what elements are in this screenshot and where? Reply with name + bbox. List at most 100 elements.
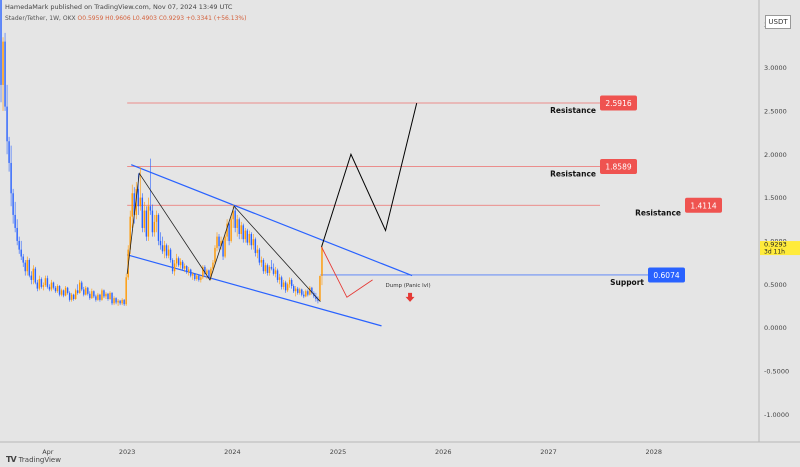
candle-body [38, 279, 41, 289]
candle-body [6, 106, 8, 142]
candle-body [48, 286, 51, 290]
symbol-name: Stader/Tether, 1W, OKX [5, 15, 76, 22]
zigzag-path [126, 172, 321, 302]
candle-body [295, 288, 297, 292]
candle-body [293, 286, 295, 292]
candle-body [165, 245, 168, 256]
candle-body [133, 193, 135, 215]
candle-body [20, 249, 22, 257]
levels-layer [127, 102, 650, 276]
candle-body [34, 268, 37, 283]
candle-body [129, 216, 131, 250]
candle-body [282, 282, 285, 287]
tradingview-brand[interactable]: TV TradingView [6, 455, 61, 464]
candle-body [46, 278, 49, 287]
candle-body [28, 260, 30, 276]
time-axis[interactable]: Apr 2023 2024 2025 2026 2027 2028 [42, 448, 662, 456]
candle-body [58, 286, 61, 295]
y-tick-label: -1.0000 [764, 411, 789, 419]
candle-body [12, 193, 14, 215]
candle-body [175, 258, 178, 264]
candle-body [83, 289, 85, 295]
resistance-price-label: 1.8589 [605, 162, 631, 171]
candle-body [167, 249, 170, 256]
y-tick-label: 0.0000 [764, 324, 787, 332]
candle-body [77, 290, 79, 293]
candles-layer [0, 0, 323, 306]
candle-body [68, 292, 71, 300]
candle-body [64, 287, 67, 296]
publication-header: HamedaMark published on TradingView.com,… [5, 3, 233, 11]
candle-body [103, 290, 105, 297]
candle-body [297, 288, 299, 293]
candle-body [50, 282, 53, 290]
candle-body [303, 294, 305, 297]
candle-body [81, 282, 83, 290]
candle-body [155, 214, 158, 222]
drawings-layer: Dump (Panic lvl) [126, 103, 431, 302]
candle-body [173, 263, 176, 272]
candle-body [125, 277, 127, 305]
candle-body [143, 210, 146, 228]
candle-body [117, 300, 119, 303]
candle-body [212, 262, 214, 269]
candle-body [109, 292, 111, 299]
candle-body [311, 287, 313, 293]
candle-body [107, 293, 109, 299]
resistance-name-label: Resistance [635, 208, 681, 217]
x-tick-label: 2026 [435, 448, 452, 456]
candle-body [216, 236, 218, 248]
candle-body [30, 275, 32, 280]
candle-body [157, 214, 160, 241]
candle-body [226, 223, 228, 237]
channel-lower-line [127, 254, 382, 327]
candle-body [301, 289, 303, 295]
candle-body [74, 290, 77, 299]
candle-body [40, 279, 43, 287]
candle-body [270, 266, 273, 269]
candle-body [224, 236, 226, 257]
candle-body [218, 236, 220, 247]
x-tick-label: Apr [42, 448, 54, 456]
y-tick-label: 3.0000 [764, 64, 787, 72]
resistance-price-label: 1.4114 [690, 201, 716, 210]
candle-body [236, 219, 238, 228]
candle-body [290, 279, 293, 286]
candle-body [248, 234, 251, 243]
symbol-legend: Stader/Tether, 1W, OKX O0.5959 H0.9606 L… [5, 15, 246, 22]
support-name-label: Support [610, 278, 644, 287]
candle-body [258, 249, 261, 263]
bullish-projection-path [321, 103, 418, 248]
candle-body [72, 294, 75, 299]
candle-body [85, 287, 87, 295]
resistance-price-badge [600, 158, 637, 174]
support-price-label: 0.6074 [653, 271, 679, 280]
candle-body [315, 296, 317, 299]
candle-body [147, 206, 150, 237]
candle-body [159, 240, 162, 246]
candle-body [230, 219, 232, 241]
candle-body [252, 239, 255, 246]
candle-body [244, 230, 246, 240]
candle-body [115, 298, 117, 303]
candle-body [206, 270, 208, 274]
candle-body [240, 225, 242, 234]
channel-layer [127, 164, 413, 327]
candle-body [179, 261, 182, 266]
candle-body [123, 299, 125, 305]
candle-body [234, 210, 236, 228]
candle-body [111, 292, 113, 304]
candle-body [91, 291, 93, 299]
candle-body [151, 210, 154, 233]
candle-body [121, 299, 123, 304]
candle-body [26, 260, 28, 272]
candle-body [266, 265, 269, 273]
currency-label[interactable]: USDT [765, 15, 791, 29]
candle-body [190, 269, 192, 276]
resistance-price-badge [600, 95, 637, 111]
candle-body [222, 240, 224, 257]
candle-body [18, 240, 20, 250]
candle-body [14, 214, 16, 228]
